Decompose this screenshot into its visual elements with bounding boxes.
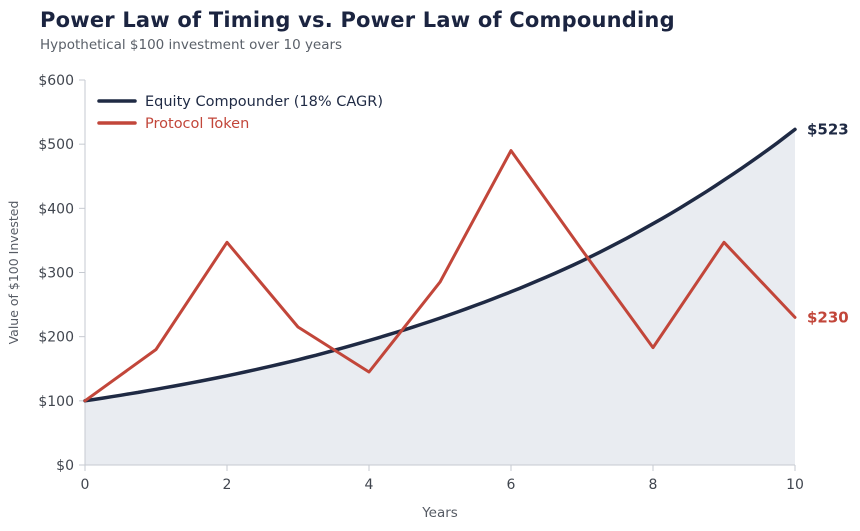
series-area-0 [85, 129, 795, 465]
x-tick-label: 4 [365, 477, 374, 493]
x-tick-label: 2 [223, 477, 232, 493]
legend-label-1: Protocol Token [145, 116, 249, 132]
y-tick-label: $300 [38, 266, 74, 282]
y-tick-label: $0 [56, 458, 74, 474]
series-end-label-0: $523 [807, 120, 849, 138]
x-axis-title: Years [421, 505, 458, 521]
chart-title: Power Law of Timing vs. Power Law of Com… [40, 8, 675, 32]
series-end-label-1: $230 [807, 308, 849, 326]
y-tick-label: $200 [38, 330, 74, 346]
series-line-0 [83, 127, 797, 403]
x-tick-label: 6 [507, 477, 516, 493]
chart-header: Power Law of Timing vs. Power Law of Com… [40, 8, 675, 53]
legend-label-0: Equity Compounder (18% CAGR) [145, 94, 383, 110]
y-tick-label: $600 [38, 73, 74, 89]
chart-subtitle: Hypothetical $100 investment over 10 yea… [40, 37, 343, 53]
y-tick-label: $400 [38, 201, 74, 217]
x-tick-label: 10 [786, 477, 804, 493]
x-tick-label: 0 [81, 477, 90, 493]
y-axis-title: Value of $100 Invested [6, 201, 21, 345]
y-tick-label: $100 [38, 394, 74, 410]
series-line-1 [83, 149, 797, 403]
x-tick-label: 8 [649, 477, 658, 493]
y-tick-label: $500 [38, 137, 74, 153]
